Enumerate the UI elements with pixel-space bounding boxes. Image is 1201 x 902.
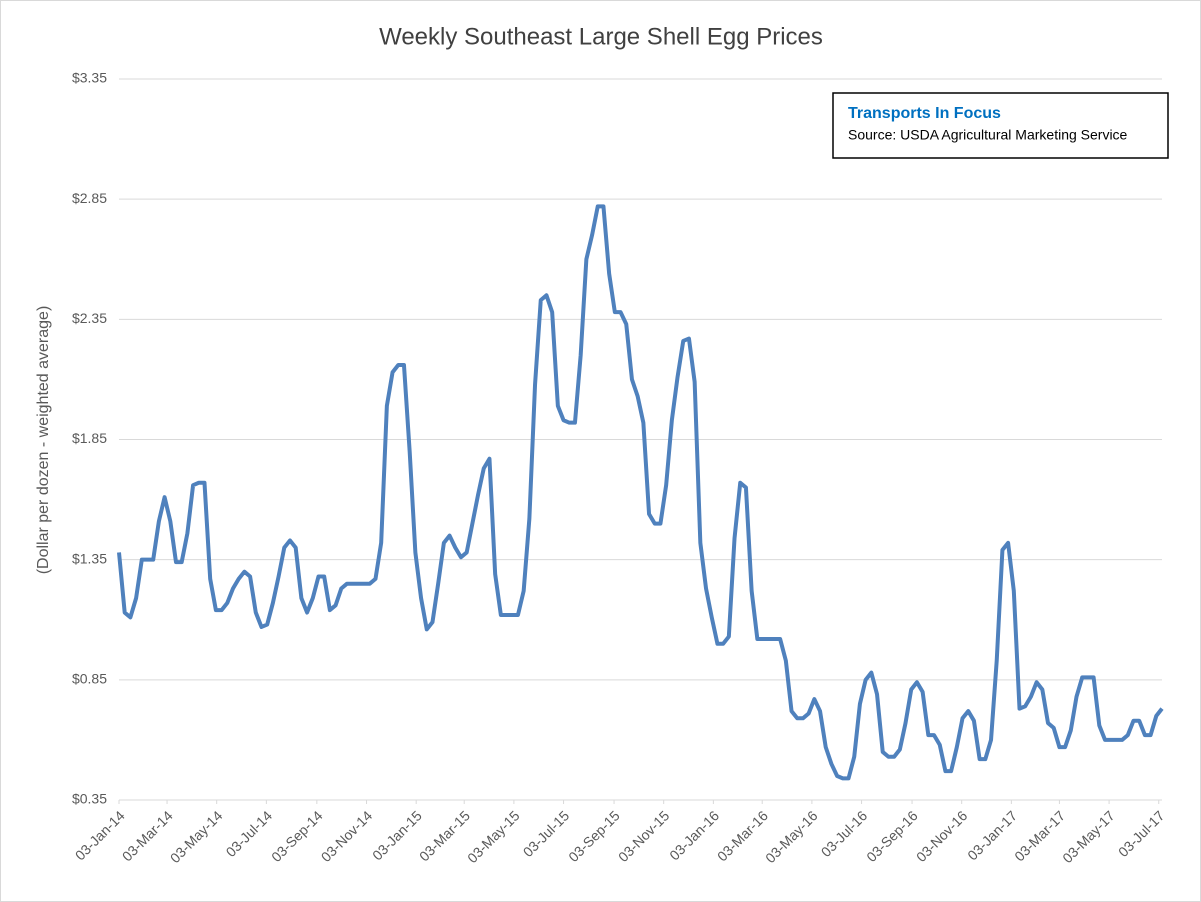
y-axis-label: (Dollar per dozen - weighted average): [35, 306, 52, 575]
y-tick-label: $1.85: [72, 430, 107, 446]
y-tick-label: $2.35: [72, 310, 107, 326]
chart-title: Weekly Southeast Large Shell Egg Prices: [379, 23, 823, 50]
annotation-box: [832, 92, 1169, 159]
y-tick-label: $0.35: [72, 791, 107, 807]
annotation-source: Source: USDA Agricultural Marketing Serv…: [848, 127, 1128, 143]
y-tick-label: $2.85: [72, 190, 107, 206]
y-tick-label: $3.35: [72, 70, 107, 86]
annotation-title: Transports In Focus: [848, 105, 1001, 122]
price-line: [117, 204, 1164, 781]
y-tick-label: $1.35: [72, 550, 107, 566]
y-tick-label: $0.85: [72, 671, 107, 687]
